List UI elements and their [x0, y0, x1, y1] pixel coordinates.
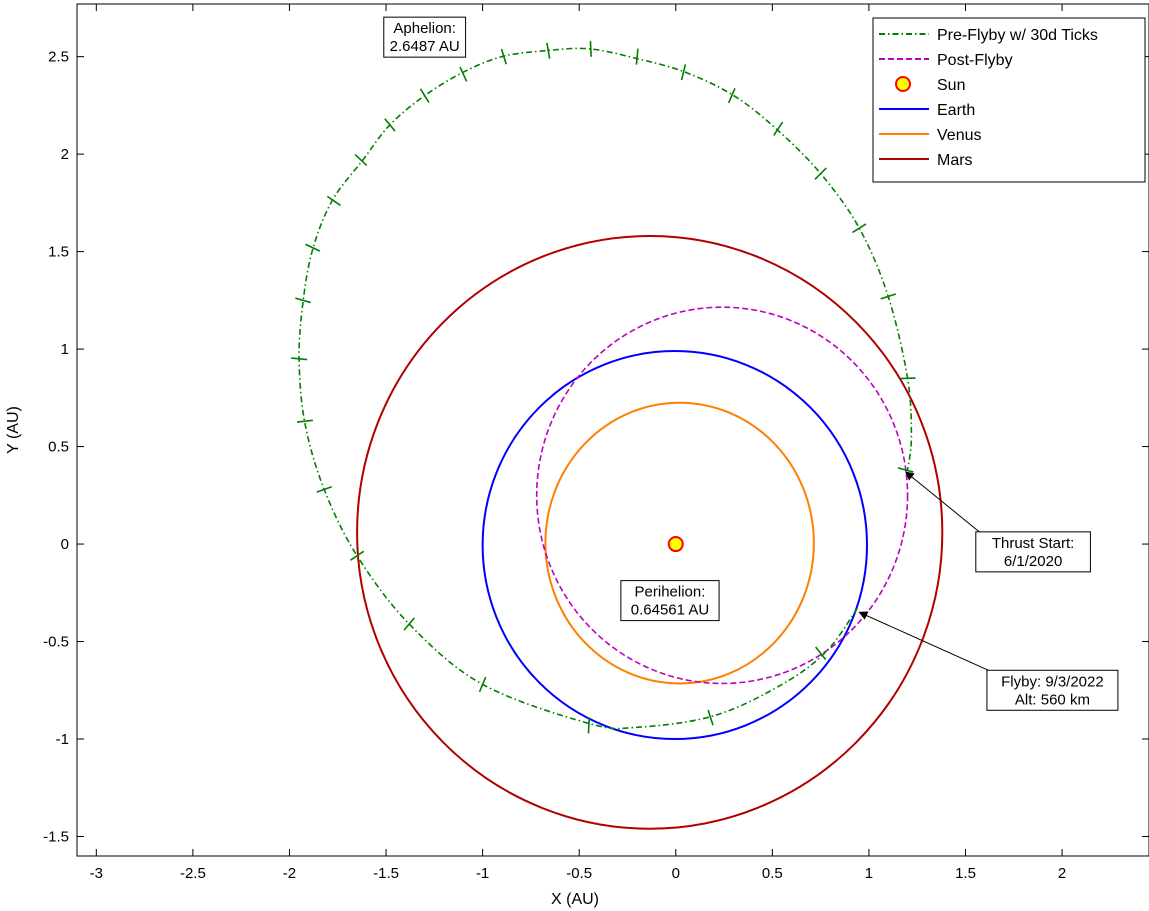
pre-flyby-tick-19 [635, 48, 639, 65]
pre-flyby-tick-3 [478, 676, 487, 693]
pre-flyby-tick-7 [296, 419, 313, 423]
x-tick-label: -2 [283, 865, 296, 882]
sun-marker [667, 536, 684, 553]
x-tick-label: -1 [476, 865, 489, 882]
post-flyby-orbit [535, 306, 909, 685]
pre-flyby-tick-1 [707, 709, 714, 726]
pre-flyby-tick-18 [589, 40, 592, 57]
aphelion-annotation-line-1: 2.6487 AU [390, 38, 460, 55]
aphelion-annotation-box [383, 16, 467, 58]
pre-flyby-tick-0 [814, 646, 827, 660]
legend-entry-label: Earth [937, 102, 975, 119]
x-tick-label: -3 [90, 865, 103, 882]
flyby-arrow [858, 611, 994, 673]
y-tick-label: 2 [61, 146, 69, 163]
x-tick-label: 1.5 [955, 865, 976, 882]
perihelion-annotation-box [620, 580, 720, 622]
pre-flyby-tick-17 [546, 42, 551, 59]
y-tick-label: -1.5 [43, 829, 69, 846]
pre-flyby-tick-5 [349, 550, 365, 561]
x-tick-label: 2 [1058, 865, 1066, 882]
y-tick-label: 1.5 [48, 244, 69, 261]
legend-box [872, 17, 1146, 183]
x-tick-label: 0.5 [762, 865, 783, 882]
y-tick-label: -0.5 [43, 634, 69, 651]
pre-flyby-tick-20 [680, 64, 687, 81]
pre-flyby-tick-23 [814, 167, 827, 180]
flyby-annotation-line-0: Flyby: 9/3/2022 [1001, 673, 1104, 690]
pre-flyby-tick-24 [852, 223, 867, 234]
pre-flyby-tick-6 [316, 486, 333, 493]
pre-flyby-tick-16 [500, 48, 507, 65]
pre-flyby-tick-10 [305, 243, 321, 252]
pre-flyby-tick-8 [291, 357, 308, 361]
x-axis-label: X (AU) [551, 891, 599, 908]
x-tick-label: -0.5 [566, 865, 592, 882]
earth-orbit [481, 350, 868, 741]
y-tick-label: -1 [56, 731, 69, 748]
legend-entry-label: Pre-Flyby w/ 30d Ticks [937, 27, 1098, 44]
orbits-layer [291, 40, 944, 830]
pre-flyby-tick-21 [727, 87, 736, 104]
axes-layer: -3 -2.5 -2 -1.5 -1 -0.5 0 0.5 1 1.5 2 -1.5 -1 -0.5 0 0.… [43, 3, 1149, 882]
aphelion-annotation-line-0: Aphelion: [393, 20, 456, 37]
pre-flyby-tick-12 [354, 153, 368, 167]
y-tick-label: 0 [61, 536, 69, 553]
pre-flyby-tick-26 [899, 377, 916, 380]
thrust-start-annotation-box [975, 531, 1091, 573]
axes-box [76, 3, 1149, 857]
annotations-layer: Aphelion:2.6487 AU Perihelion:0.64561 AU T… [383, 16, 1119, 711]
pre-flyby-tick-2 [587, 717, 591, 734]
pre-flyby-tick-25 [880, 293, 897, 300]
y-axis-label: Y (AU) [5, 406, 22, 454]
pre-flyby-tick-15 [459, 66, 468, 82]
pre-flyby-tick-4 [403, 617, 415, 631]
x-tick-label: 1 [865, 865, 873, 882]
x-tick-label: -1.5 [373, 865, 399, 882]
flyby-annotation-box [986, 669, 1119, 711]
legend: Pre-Flyby w/ 30d Ticks Post-Flyby Sun Earth… [872, 17, 1146, 183]
legend-entry-label: Venus [937, 127, 981, 144]
x-tick-label: -2.5 [180, 865, 206, 882]
thrust-start-arrow [904, 471, 983, 535]
y-tick-label: 0.5 [48, 439, 69, 456]
mars-orbit [356, 235, 944, 830]
pre-flyby-tick-9 [295, 297, 311, 304]
legend-entry-label: Sun [937, 77, 965, 94]
flyby-annotation-line-1: Alt: 560 km [1015, 691, 1090, 708]
x-tick-label: 0 [672, 865, 680, 882]
pre-flyby-tick-14 [419, 88, 430, 103]
legend-entry-label: Mars [937, 152, 973, 169]
thrust-start-annotation-line-1: 6/1/2020 [1004, 553, 1062, 570]
pre-flyby-tick-11 [326, 195, 341, 207]
y-tick-label: 2.5 [48, 49, 69, 66]
pre-flyby-tick-13 [384, 118, 396, 132]
y-tick-label: 1 [61, 341, 69, 358]
venus-orbit [544, 401, 815, 685]
perihelion-annotation-line-0: Perihelion: [635, 584, 706, 601]
legend-entry-label: Post-Flyby [937, 52, 1013, 69]
pre-flyby-tick-22 [773, 121, 784, 136]
legend-marker-sun [895, 76, 911, 92]
perihelion-annotation-line-1: 0.64561 AU [631, 602, 709, 619]
thrust-start-annotation-line-0: Thrust Start: [992, 535, 1075, 552]
